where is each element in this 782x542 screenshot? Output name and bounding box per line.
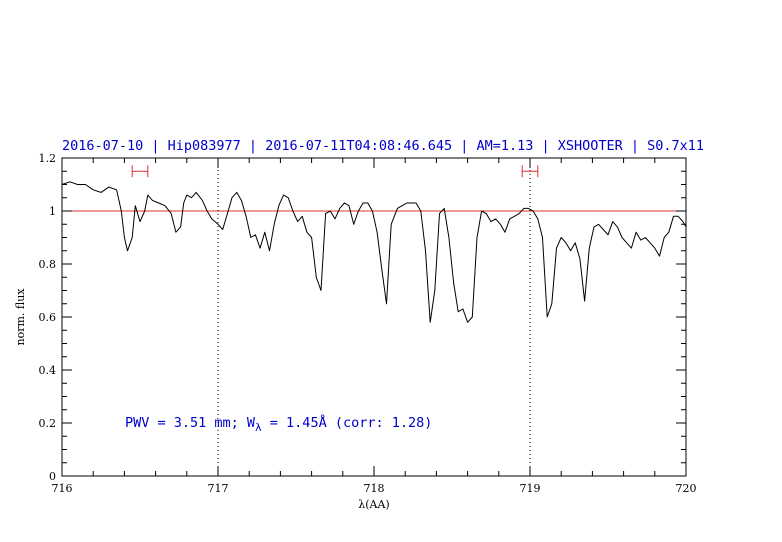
x-axis-label: λ(AA) — [358, 498, 389, 511]
axis-ticks: 716 717 718 719 720 0 0.2 0.4 0.6 0.8 1 1.2 — [39, 152, 697, 495]
x-tick-label: 720 — [676, 482, 697, 495]
flux-series-line-0 — [61, 181, 687, 323]
y-tick-label: 1.2 — [39, 152, 57, 165]
interval-marker-1 — [521, 165, 539, 178]
y-tick-label: 0.2 — [39, 417, 57, 430]
annotation-subscript: λ — [255, 421, 262, 434]
annotation-main: PWV = 3.51 mm; W — [125, 415, 256, 431]
x-tick-label: 719 — [520, 482, 541, 495]
y-axis-label: norm. flux — [14, 288, 27, 346]
y-tick-label: 0.4 — [39, 364, 57, 377]
vertical-guides — [217, 158, 531, 476]
pwv-annotation: PWV = 3.51 mm; Wλ = 1.45Å (corr: 1.28) — [125, 414, 432, 434]
x-tick-label: 718 — [364, 482, 385, 495]
x-tick-label: 717 — [208, 482, 229, 495]
chart-title: 2016-07-10 | Hip083977 | 2016-07-11T04:0… — [62, 138, 704, 154]
y-tick-label: 0 — [49, 470, 56, 483]
annotation-tail: = 1.45Å (corr: 1.28) — [262, 414, 433, 431]
series-group — [61, 181, 687, 323]
y-tick-label: 0.6 — [39, 311, 57, 324]
y-tick-label: 0.8 — [39, 258, 57, 271]
interval-markers — [131, 165, 539, 178]
x-tick-label: 716 — [52, 482, 73, 495]
interval-marker-0 — [131, 165, 149, 178]
y-tick-label: 1 — [49, 205, 56, 218]
